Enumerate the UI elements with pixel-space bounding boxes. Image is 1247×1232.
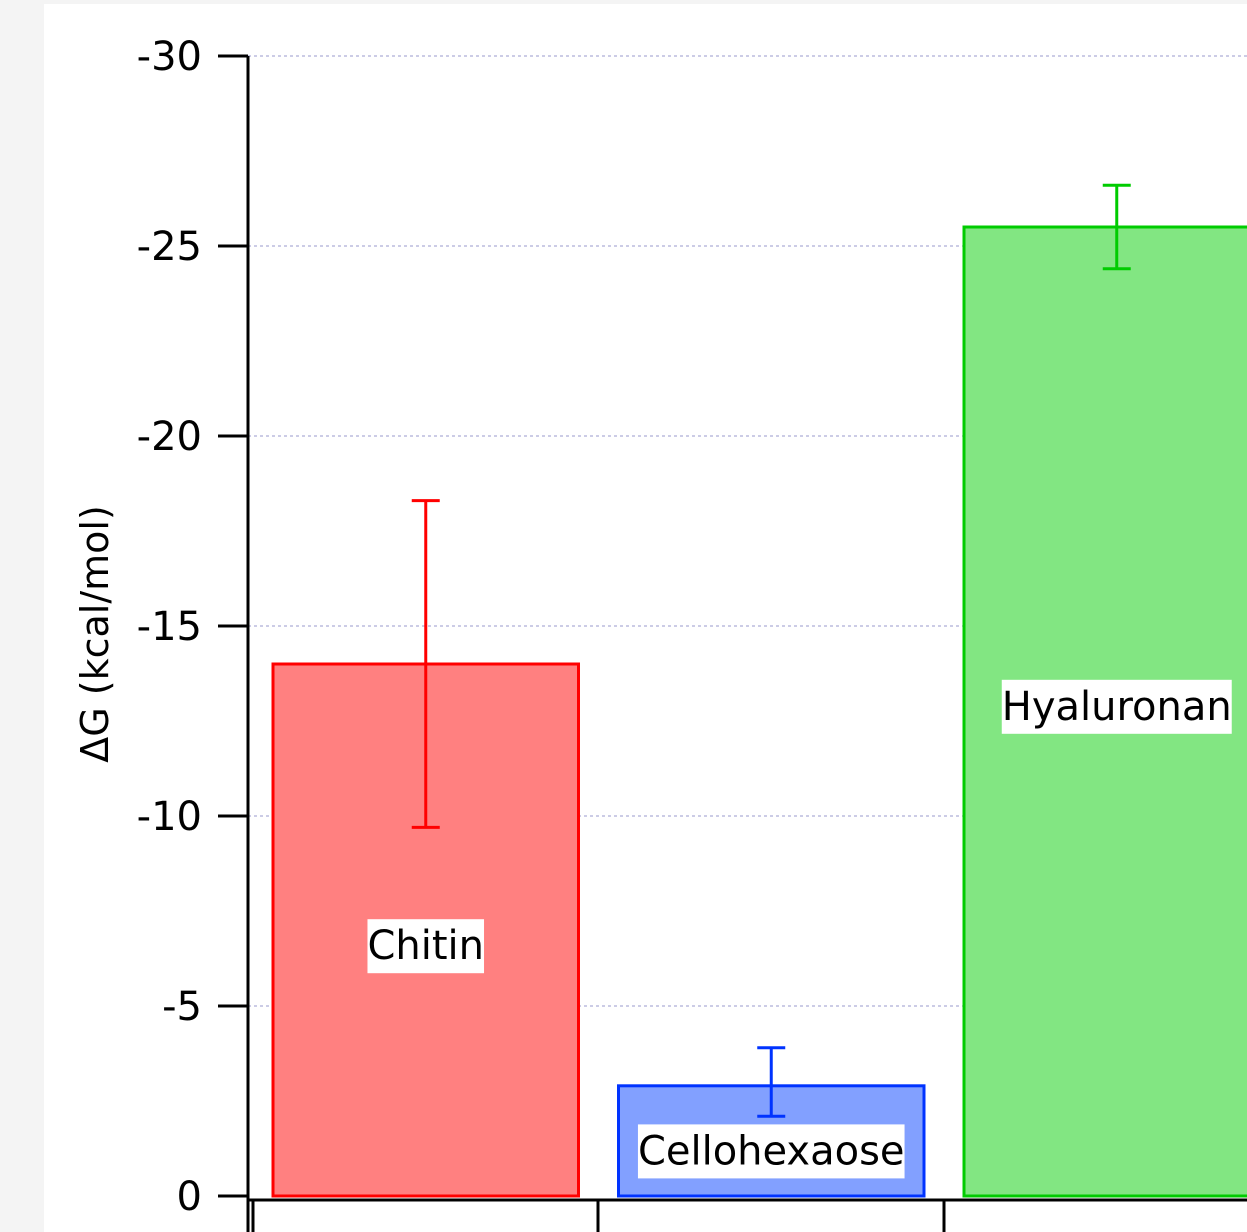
bar-label: Chitin bbox=[367, 923, 484, 969]
bar-label-bg bbox=[367, 919, 485, 974]
bar-labels: Chitin Cellohexaose Hyaluronan bbox=[367, 679, 1232, 1179]
bar-label-hyaluronan: Hyaluronan bbox=[1001, 679, 1232, 734]
y-tick-label: -10 bbox=[137, 794, 202, 840]
bar-label: Cellohexaose bbox=[638, 1128, 905, 1174]
bar-label-cellohexaose: Cellohexaose bbox=[637, 1124, 905, 1179]
bar-label-chitin: Chitin bbox=[367, 919, 485, 974]
y-tick-label: -20 bbox=[137, 414, 202, 460]
bar-label-bg bbox=[637, 1124, 905, 1179]
bar-chart: 0 -5 -10 -15 -20 -25 -30 Chitin Cellohexaose Hya… bbox=[73, 34, 1247, 1232]
y-axis: 0 -5 -10 -15 -20 -25 -30 bbox=[137, 34, 1247, 1232]
y-tick-label: -25 bbox=[137, 224, 202, 270]
y-tick-label: 0 bbox=[177, 1174, 202, 1220]
bar-label-bg bbox=[1001, 679, 1232, 734]
grid-lines bbox=[248, 55, 1247, 1007]
y-tick-label: -5 bbox=[162, 984, 202, 1030]
bar-label: Hyaluronan bbox=[1002, 684, 1232, 730]
y-tick-label: -15 bbox=[137, 604, 202, 650]
chart-panel: 0 -5 -10 -15 -20 -25 -30 Chitin Cellohexaose Hya… bbox=[44, 4, 1247, 1232]
y-axis-title: ΔG (kcal/mol) bbox=[73, 505, 117, 763]
y-tick-label: -30 bbox=[137, 34, 202, 80]
